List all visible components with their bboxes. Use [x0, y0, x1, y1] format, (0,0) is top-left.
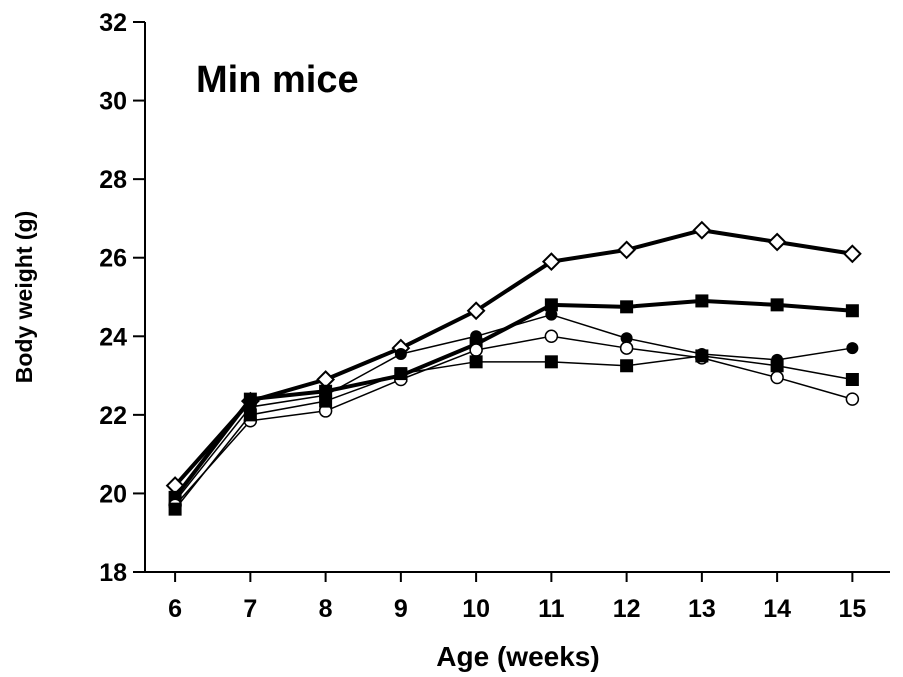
- x-tick-label: 8: [319, 595, 333, 623]
- data-point: [541, 252, 561, 272]
- x-tick-label: 11: [538, 595, 565, 623]
- series-line: [174, 335, 853, 506]
- x-tick-label: 7: [243, 595, 257, 623]
- series-line: [174, 355, 853, 510]
- y-tick-label: 30: [99, 88, 127, 116]
- data-point: [544, 298, 558, 312]
- chart-title: Min mice: [196, 59, 359, 101]
- y-tick-label: 26: [99, 245, 127, 273]
- data-point: [619, 341, 634, 355]
- data-point: [842, 244, 862, 264]
- data-point: [620, 359, 634, 373]
- x-tick-label: 10: [462, 595, 490, 623]
- data-point: [767, 232, 787, 252]
- data-point: [695, 349, 709, 363]
- x-axis-title: Age (weeks): [436, 641, 599, 672]
- data-point: [544, 329, 559, 344]
- y-tick-label: 18: [99, 559, 127, 587]
- data-point: [770, 298, 784, 312]
- data-point: [695, 294, 709, 308]
- series-line: [173, 228, 853, 487]
- data-point: [243, 408, 257, 422]
- data-point: [617, 240, 637, 260]
- data-point: [168, 502, 182, 516]
- data-point: [469, 355, 483, 369]
- data-point: [692, 220, 712, 240]
- data-point: [469, 343, 483, 357]
- data-point: [470, 330, 483, 343]
- y-tick-label: 20: [99, 480, 127, 508]
- series-line: [173, 298, 853, 499]
- data-point: [620, 332, 633, 345]
- x-tick-label: 6: [168, 595, 182, 623]
- data-point: [845, 373, 859, 386]
- series-line: [174, 313, 853, 502]
- x-tick-label: 13: [688, 595, 716, 623]
- data-point: [394, 367, 408, 381]
- x-tick-label: 9: [394, 595, 408, 623]
- x-tick-label: 15: [838, 595, 866, 623]
- data-point: [620, 300, 634, 314]
- y-tick-label: 22: [99, 402, 127, 430]
- y-tick-label: 28: [99, 166, 127, 194]
- y-tick-label: 24: [99, 323, 127, 351]
- y-axis: 18 20 22 24 26 28 30 32: [99, 9, 145, 587]
- x-tick-label: 14: [763, 595, 791, 623]
- series-5: [168, 349, 859, 516]
- data-point: [466, 301, 486, 321]
- y-tick-label: 32: [99, 9, 127, 37]
- x-axis: 6 7 8 9 10 11 12 13 14 15: [168, 572, 866, 623]
- data-point: [544, 355, 558, 369]
- series-3: [169, 308, 859, 508]
- data-point: [845, 392, 860, 406]
- x-tick-label: 12: [613, 595, 641, 623]
- data-point: [545, 308, 558, 321]
- data-point: [394, 347, 407, 360]
- data-point: [770, 370, 784, 385]
- data-point: [770, 359, 784, 373]
- data-point: [846, 342, 859, 355]
- y-axis-title: Body weight (g): [11, 211, 37, 383]
- series-group: [165, 220, 862, 516]
- data-point: [845, 304, 859, 318]
- data-point: [319, 394, 333, 408]
